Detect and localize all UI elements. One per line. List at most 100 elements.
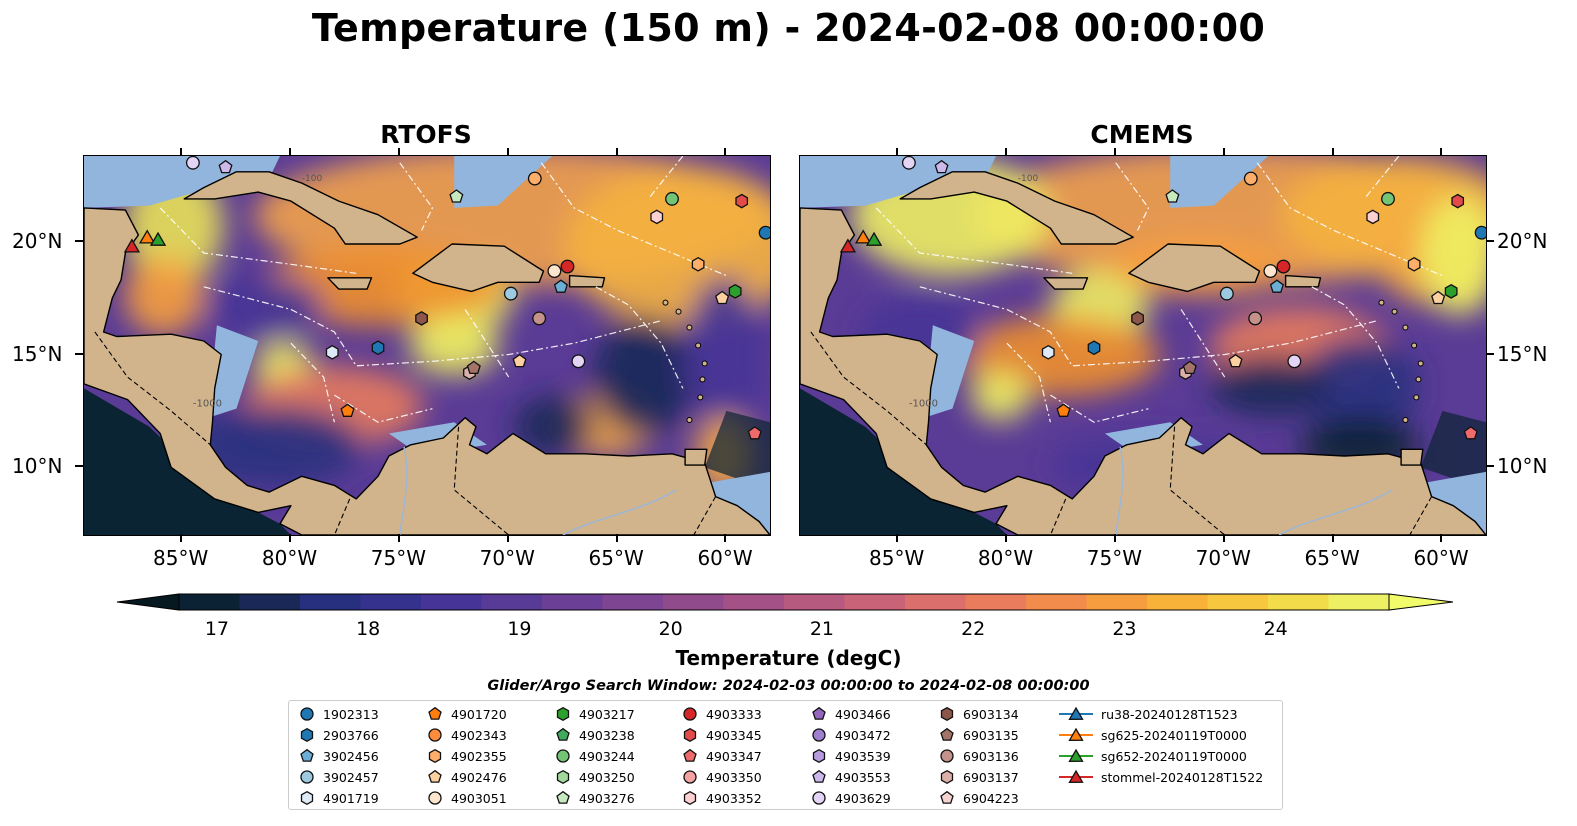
circle-legend-icon: [428, 728, 442, 742]
lat-tick-mark: [1486, 465, 1494, 468]
lon-tick-mark-top: [615, 148, 618, 156]
legend-item: 2903766: [299, 725, 379, 745]
hexagon-marker: [1451, 193, 1465, 209]
lon-tick-label: 65°W: [588, 546, 644, 570]
colorbar-tick-label: 20: [658, 618, 683, 640]
puerto-rico: [568, 274, 606, 288]
legend-item-label: 2903766: [323, 727, 379, 743]
legend-item-label: 4903333: [706, 706, 762, 722]
legend-item: 4903350: [682, 767, 762, 787]
triangle-line-legend-icon: [1059, 748, 1093, 762]
legend-item-label: 4903250: [579, 769, 635, 785]
panel-title-cmems: CMEMS: [1090, 120, 1194, 149]
legend-item: 4903333: [682, 704, 762, 724]
triangle-marker: [865, 231, 883, 246]
map-panel-cmems: -1000 -100: [799, 155, 1487, 536]
legend-item-label: 4901720: [451, 706, 507, 722]
legend-item-label: 4903276: [579, 790, 635, 806]
legend-item: sg625-20240119T0000: [1059, 725, 1247, 745]
hexagon-icon: [940, 706, 954, 722]
colorbar-segment: [1086, 594, 1148, 610]
colorbar-segment: [784, 594, 846, 610]
circle-icon: [428, 728, 442, 742]
puerto-rico: [1284, 274, 1322, 288]
circle-legend-icon: [428, 791, 442, 805]
lon-tick-mark-top: [506, 148, 509, 156]
hexagon-marker: [1131, 311, 1144, 326]
lon-tick-label: 70°W: [1195, 546, 1251, 570]
legend-item: 6904223: [939, 788, 1019, 808]
float-markers: [839, 156, 1486, 440]
legend-item: 4902355: [427, 746, 507, 766]
circle-marker: [1219, 286, 1234, 301]
legend-item: 4903244: [555, 746, 635, 766]
colorbar-segment: [239, 594, 301, 610]
legend-item: 6903134: [939, 704, 1019, 724]
colorbar-tick-label: 18: [356, 618, 381, 640]
legend-item: 4903051: [427, 788, 507, 808]
hexagon-icon: [556, 769, 570, 785]
central-south-america: [800, 207, 1486, 535]
circle-marker: [527, 171, 542, 186]
triangle-icon: [1068, 727, 1084, 741]
hexagon-marker: [691, 256, 705, 272]
trinidad: [1400, 448, 1424, 466]
hexagon-legend-icon: [812, 748, 826, 764]
colorbar-outline: [178, 593, 1390, 611]
circle-marker: [1474, 225, 1486, 240]
lon-tick-mark-top: [1113, 148, 1116, 156]
pentagon-marker: [218, 159, 233, 174]
lon-tick-mark: [288, 534, 291, 542]
pentagon-marker: [1165, 189, 1180, 203]
triangle-marker: [854, 229, 872, 244]
colorbar-segment: [723, 594, 785, 610]
legend-item: stommel-20240128T1522: [1059, 767, 1263, 787]
colorbar-segment: [300, 594, 362, 610]
circle-legend-icon: [812, 791, 826, 805]
colorbar-segment: [905, 594, 967, 610]
legend-item-label: 4903051: [451, 790, 507, 806]
legend-item: 4903466: [811, 704, 891, 724]
legend-item: 4903347: [682, 746, 762, 766]
pentagon-icon: [812, 706, 826, 720]
legend-item: 4903217: [555, 704, 635, 724]
pentagon-icon: [683, 748, 697, 762]
contour-label: -100: [1018, 174, 1039, 184]
legend-item-label: sg625-20240119T0000: [1101, 727, 1247, 743]
triangle-marker: [138, 229, 156, 244]
pentagon-legend-icon: [428, 706, 442, 720]
triangle-line-legend-icon: [1059, 769, 1093, 783]
hexagon-legend-icon: [940, 706, 954, 722]
lon-tick-label: 85°W: [153, 546, 209, 570]
colorbar-segment: [1026, 594, 1088, 610]
legend-item-label: 4902343: [451, 727, 507, 743]
lat-tick-mark: [75, 239, 83, 242]
hexagon-marker: [1444, 283, 1458, 299]
colorbar-segment: [1268, 594, 1330, 610]
hexagon-marker: [415, 311, 428, 326]
circle-legend-icon: [812, 728, 826, 742]
hexagon-legend-icon: [556, 769, 570, 785]
legend-item-label: 4903238: [579, 727, 635, 743]
lon-tick-label: 75°W: [370, 546, 426, 570]
colorbar-tick-label: 23: [1112, 618, 1137, 640]
legend-item-label: 6903137: [963, 769, 1019, 785]
legend-item-label: 1902313: [323, 706, 379, 722]
pentagon-legend-icon: [940, 727, 954, 741]
contour-label: -1000: [909, 398, 938, 409]
pentagon-marker: [934, 159, 949, 174]
legend-item: 1902313: [299, 704, 379, 724]
lon-tick-mark: [1113, 534, 1116, 542]
legend-item: 4903553: [811, 767, 891, 787]
float-markers: [123, 156, 770, 440]
colorbar-segment: [1207, 594, 1269, 610]
colorbar-segment: [663, 594, 725, 610]
hexagon-marker: [735, 193, 749, 209]
lesser-antilles: [1378, 299, 1424, 423]
pentagon-marker: [553, 279, 568, 293]
legend-item: 4903238: [555, 725, 635, 745]
pentagon-icon: [300, 748, 314, 762]
lon-tick-mark: [724, 534, 727, 542]
hexagon-icon: [940, 769, 954, 785]
circle-icon: [556, 749, 570, 763]
